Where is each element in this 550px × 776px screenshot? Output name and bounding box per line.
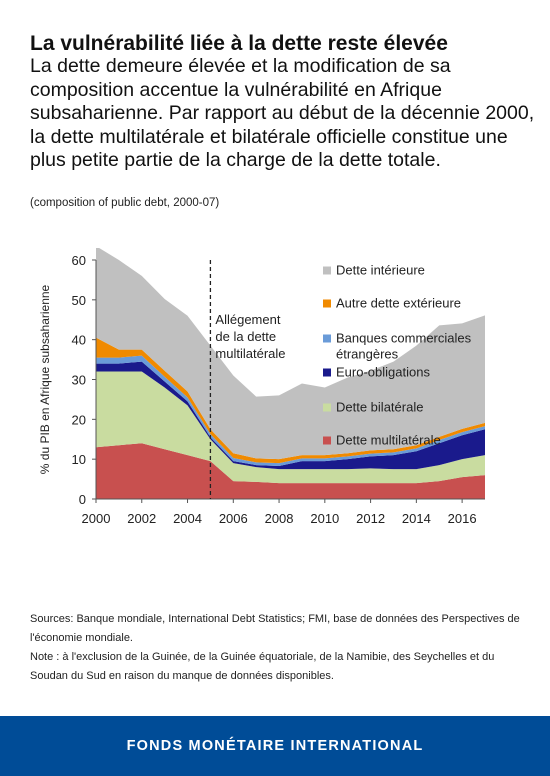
- legend-label: Banques commerciales étrangères: [336, 331, 472, 362]
- legend-swatch: [323, 299, 331, 308]
- sources-note: Sources: Banque mondiale, International …: [30, 613, 520, 644]
- y-tick-label: 50: [72, 293, 86, 308]
- legend-label: Dette bilatérale: [336, 400, 423, 415]
- legend-label: Autre dette extérieure: [336, 296, 461, 311]
- y-axis-label: % du PIB en Afrique subsaharienne: [38, 284, 52, 474]
- y-tick-label: 40: [72, 333, 86, 348]
- legend-swatch: [323, 436, 331, 445]
- area-series-4: [96, 337, 485, 464]
- x-tick-label: 2014: [402, 511, 431, 526]
- x-tick-label: 2016: [448, 511, 477, 526]
- chart-notes: Sources: Banque mondiale, International …: [30, 610, 530, 686]
- legend-swatch: [323, 403, 331, 412]
- legend-label: Euro-obligations: [336, 365, 430, 380]
- x-tick-label: 2004: [173, 511, 202, 526]
- annotation-label: multilatérale: [215, 346, 285, 361]
- x-tick-label: 2012: [356, 511, 385, 526]
- footer-banner: FONDS MONÉTAIRE INTERNATIONAL: [0, 716, 550, 776]
- legend-swatch: [323, 368, 331, 377]
- chart-caption: (composition of public debt, 2000-07): [30, 197, 220, 209]
- y-tick-label: 0: [79, 492, 86, 507]
- legend-swatch: [323, 266, 331, 275]
- y-tick-label: 10: [72, 452, 86, 467]
- x-tick-label: 2008: [265, 511, 294, 526]
- area-series-2: [96, 361, 485, 470]
- area-series-0: [96, 443, 485, 499]
- x-tick-label: 2002: [127, 511, 156, 526]
- annotation-label: Allégement: [215, 312, 280, 327]
- area-series-5: [96, 248, 485, 460]
- x-tick-label: 2006: [219, 511, 248, 526]
- page-title: La vulnérabilité liée à la dette reste é…: [30, 32, 448, 55]
- y-tick-label: 30: [72, 373, 86, 388]
- debt-composition-chart: 0 10 20 30 40 50 60 2000 2002 2004 2006 2008 2010 201…: [38, 248, 485, 526]
- legend-swatch: [323, 334, 331, 343]
- y-tick-label: 60: [72, 253, 86, 268]
- legend-label: Dette intérieure: [336, 263, 425, 278]
- annotation-label: de la dette: [215, 329, 276, 344]
- y-tick-label: 20: [72, 412, 86, 427]
- page-subtitle: La dette demeure élevée et la modificati…: [30, 55, 535, 171]
- data-note: Note : à l'exclusion de la Guinée, de la…: [30, 651, 495, 682]
- area-series-1: [96, 371, 485, 484]
- x-tick-label: 2000: [82, 511, 111, 526]
- footer-label: FONDS MONÉTAIRE INTERNATIONAL: [126, 738, 424, 754]
- legend-label: Dette multilatérale: [336, 433, 441, 448]
- x-tick-label: 2010: [310, 511, 339, 526]
